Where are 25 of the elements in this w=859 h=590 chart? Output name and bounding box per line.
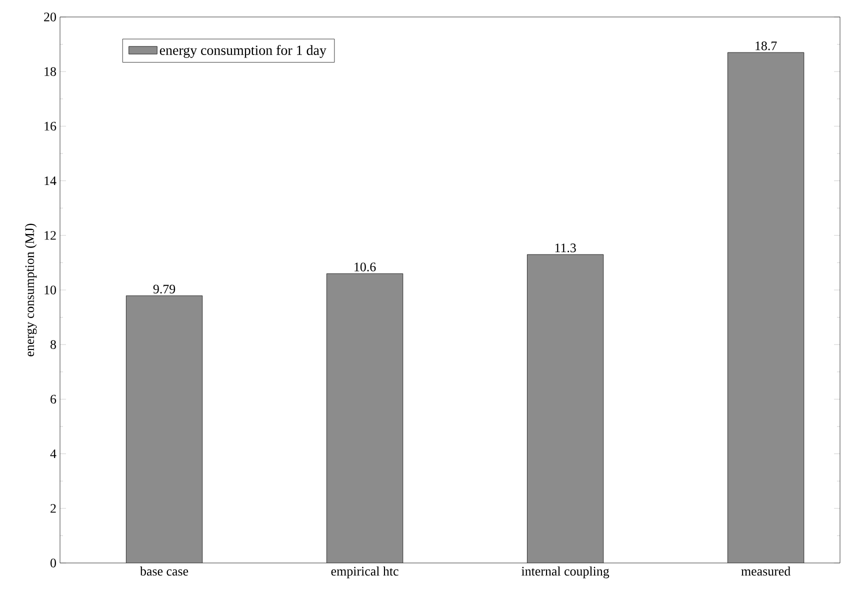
bar bbox=[126, 296, 203, 563]
x-tick-label: internal coupling bbox=[522, 566, 610, 578]
x-tick-label: measured bbox=[741, 566, 790, 576]
y-tick-label: 14 bbox=[44, 176, 56, 186]
y-tick-label: 18 bbox=[44, 67, 56, 76]
y-tick-label: 2 bbox=[50, 504, 56, 513]
y-tick-label: 20 bbox=[44, 12, 56, 22]
data-label: 11.3 bbox=[555, 244, 576, 252]
y-axis-title: energy consumption (MJ) bbox=[24, 224, 37, 356]
y-tick-label: 8 bbox=[50, 340, 56, 349]
y-tick-label: 16 bbox=[44, 122, 56, 131]
y-tick-label: 4 bbox=[50, 450, 56, 458]
bar bbox=[728, 52, 804, 563]
y-tick-label: 6 bbox=[50, 394, 56, 404]
x-tick-label: empirical htc bbox=[331, 566, 398, 578]
legend-label: energy consumption for 1 day bbox=[160, 45, 326, 58]
data-label: 9.79 bbox=[153, 284, 176, 294]
data-label: 10.6 bbox=[354, 262, 376, 272]
y-tick-label: 12 bbox=[44, 231, 56, 240]
y-tick-label: 0 bbox=[50, 558, 56, 568]
data-label: 18.7 bbox=[756, 41, 777, 50]
bar bbox=[326, 273, 404, 563]
y-tick-label: 10 bbox=[44, 286, 56, 294]
x-tick-label: base case bbox=[140, 566, 188, 576]
bar bbox=[527, 254, 604, 563]
